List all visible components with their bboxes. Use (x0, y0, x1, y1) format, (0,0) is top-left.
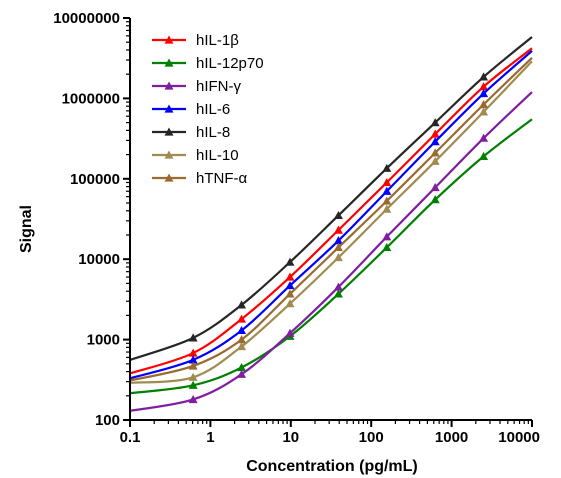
data-point (382, 242, 392, 252)
data-point (430, 148, 440, 157)
data-point (285, 257, 295, 266)
data-point (382, 232, 392, 241)
x-tick-label: 0.1 (120, 429, 141, 446)
legend-swatch-marker (164, 81, 174, 90)
legend-label: hIL-8 (196, 124, 230, 141)
x-tick-label: 100 (359, 429, 384, 446)
data-point (333, 242, 343, 252)
data-point (188, 333, 198, 342)
data-point (333, 236, 343, 245)
legend-label: hIL-12p70 (196, 55, 264, 72)
data-point (382, 196, 392, 205)
y-tick-label: 1000000 (62, 90, 120, 107)
data-point (382, 204, 392, 213)
data-point (237, 300, 247, 309)
series-line (129, 50, 533, 380)
data-point (188, 361, 198, 370)
data-point (333, 289, 343, 298)
y-tick-label: 10000 (78, 251, 120, 268)
data-point (285, 289, 295, 298)
legend-label: hIFN-γ (196, 78, 242, 95)
legend-swatch-marker (164, 127, 174, 136)
legend-label: hTNF-α (196, 170, 247, 187)
data-point (479, 107, 489, 116)
legend: hIL-1β hIL-12p70 hIFN-γ hIL-6 hIL-8 hIL-10 hTN… (152, 32, 264, 187)
data-point (237, 325, 247, 335)
data-point (333, 210, 343, 220)
x-tick-label: 1 (206, 429, 214, 446)
data-point (333, 225, 343, 234)
data-point (237, 362, 247, 372)
data-point (188, 355, 198, 364)
legend-label: hIL-6 (196, 101, 230, 118)
axes-layer: 100 1000 10000 100000 1000000 10000000 0.1 1 10 1… (53, 10, 540, 446)
data-point (188, 380, 198, 389)
data-point (333, 282, 343, 291)
data-point (237, 335, 247, 344)
data-point (430, 195, 440, 204)
data-point (237, 369, 247, 378)
legend-swatch-marker (164, 104, 174, 113)
series-line (129, 47, 533, 375)
data-point (479, 72, 489, 81)
x-axis-title: Concentration (pg/mL) (246, 458, 418, 475)
data-point (285, 281, 295, 290)
legend-swatch-marker (164, 150, 174, 159)
data-point (430, 156, 440, 165)
data-point (188, 394, 198, 404)
data-point (382, 177, 392, 187)
data-point (479, 99, 489, 109)
x-tick-label: 10 (282, 429, 299, 446)
y-tick-label: 10000000 (53, 10, 120, 27)
data-point (479, 82, 489, 91)
data-point (382, 163, 392, 172)
series-line (129, 118, 533, 395)
data-point (430, 129, 440, 138)
data-point (430, 118, 440, 127)
y-tick-label: 100000 (70, 171, 120, 188)
series-line (129, 36, 533, 361)
x-tick-label: 1000 (435, 429, 468, 446)
data-point (237, 314, 247, 323)
data-point (382, 186, 392, 195)
x-tick-label: 10000 (498, 429, 540, 446)
legend-label: hIL-1β (196, 32, 239, 49)
legend-swatch-marker (164, 173, 174, 182)
data-point (285, 299, 295, 308)
data-point (237, 342, 247, 351)
data-point (188, 372, 198, 381)
data-point (479, 151, 489, 160)
legend-swatch-marker (164, 35, 174, 44)
data-point (479, 133, 489, 142)
y-tick-label: 1000 (87, 332, 120, 349)
series-layer (129, 36, 533, 412)
data-point (479, 89, 489, 98)
data-point (430, 137, 440, 146)
y-axis-title: Signal (18, 205, 35, 253)
data-point (285, 328, 295, 337)
data-point (430, 182, 440, 192)
data-point (333, 252, 343, 262)
legend-swatch-marker (164, 58, 174, 67)
y-tick-label: 100 (95, 412, 120, 429)
data-point (188, 348, 198, 357)
legend-label: hIL-10 (196, 147, 239, 164)
data-point (285, 272, 295, 281)
